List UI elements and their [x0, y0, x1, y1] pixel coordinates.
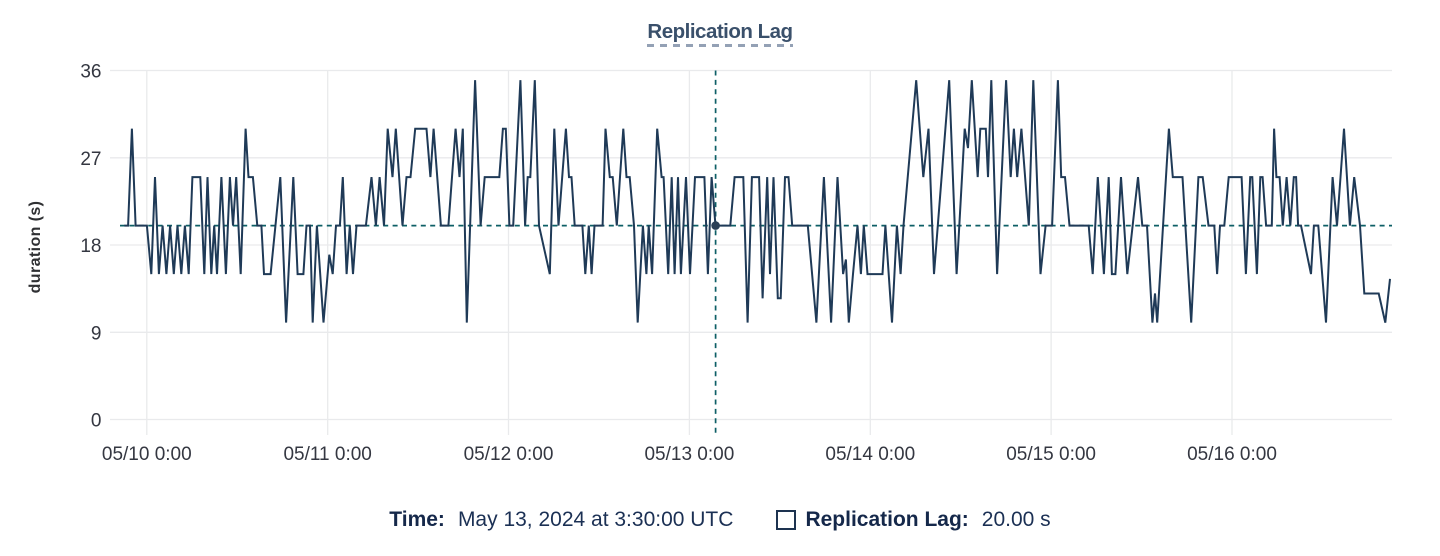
svg-text:05/14 0:00: 05/14 0:00	[825, 444, 915, 465]
svg-text:18: 18	[80, 236, 101, 257]
svg-text:27: 27	[80, 149, 101, 170]
svg-text:36: 36	[80, 62, 101, 83]
svg-text:duration (s): duration (s)	[27, 201, 44, 294]
svg-text:05/16 0:00: 05/16 0:00	[1187, 444, 1277, 465]
svg-text:0: 0	[91, 411, 102, 432]
svg-text:9: 9	[91, 323, 102, 344]
svg-text:05/10 0:00: 05/10 0:00	[102, 444, 192, 465]
svg-text:05/11 0:00: 05/11 0:00	[283, 444, 371, 465]
svg-text:05/12 0:00: 05/12 0:00	[464, 444, 554, 465]
svg-text:05/15 0:00: 05/15 0:00	[1006, 444, 1096, 465]
svg-text:05/13 0:00: 05/13 0:00	[644, 444, 734, 465]
